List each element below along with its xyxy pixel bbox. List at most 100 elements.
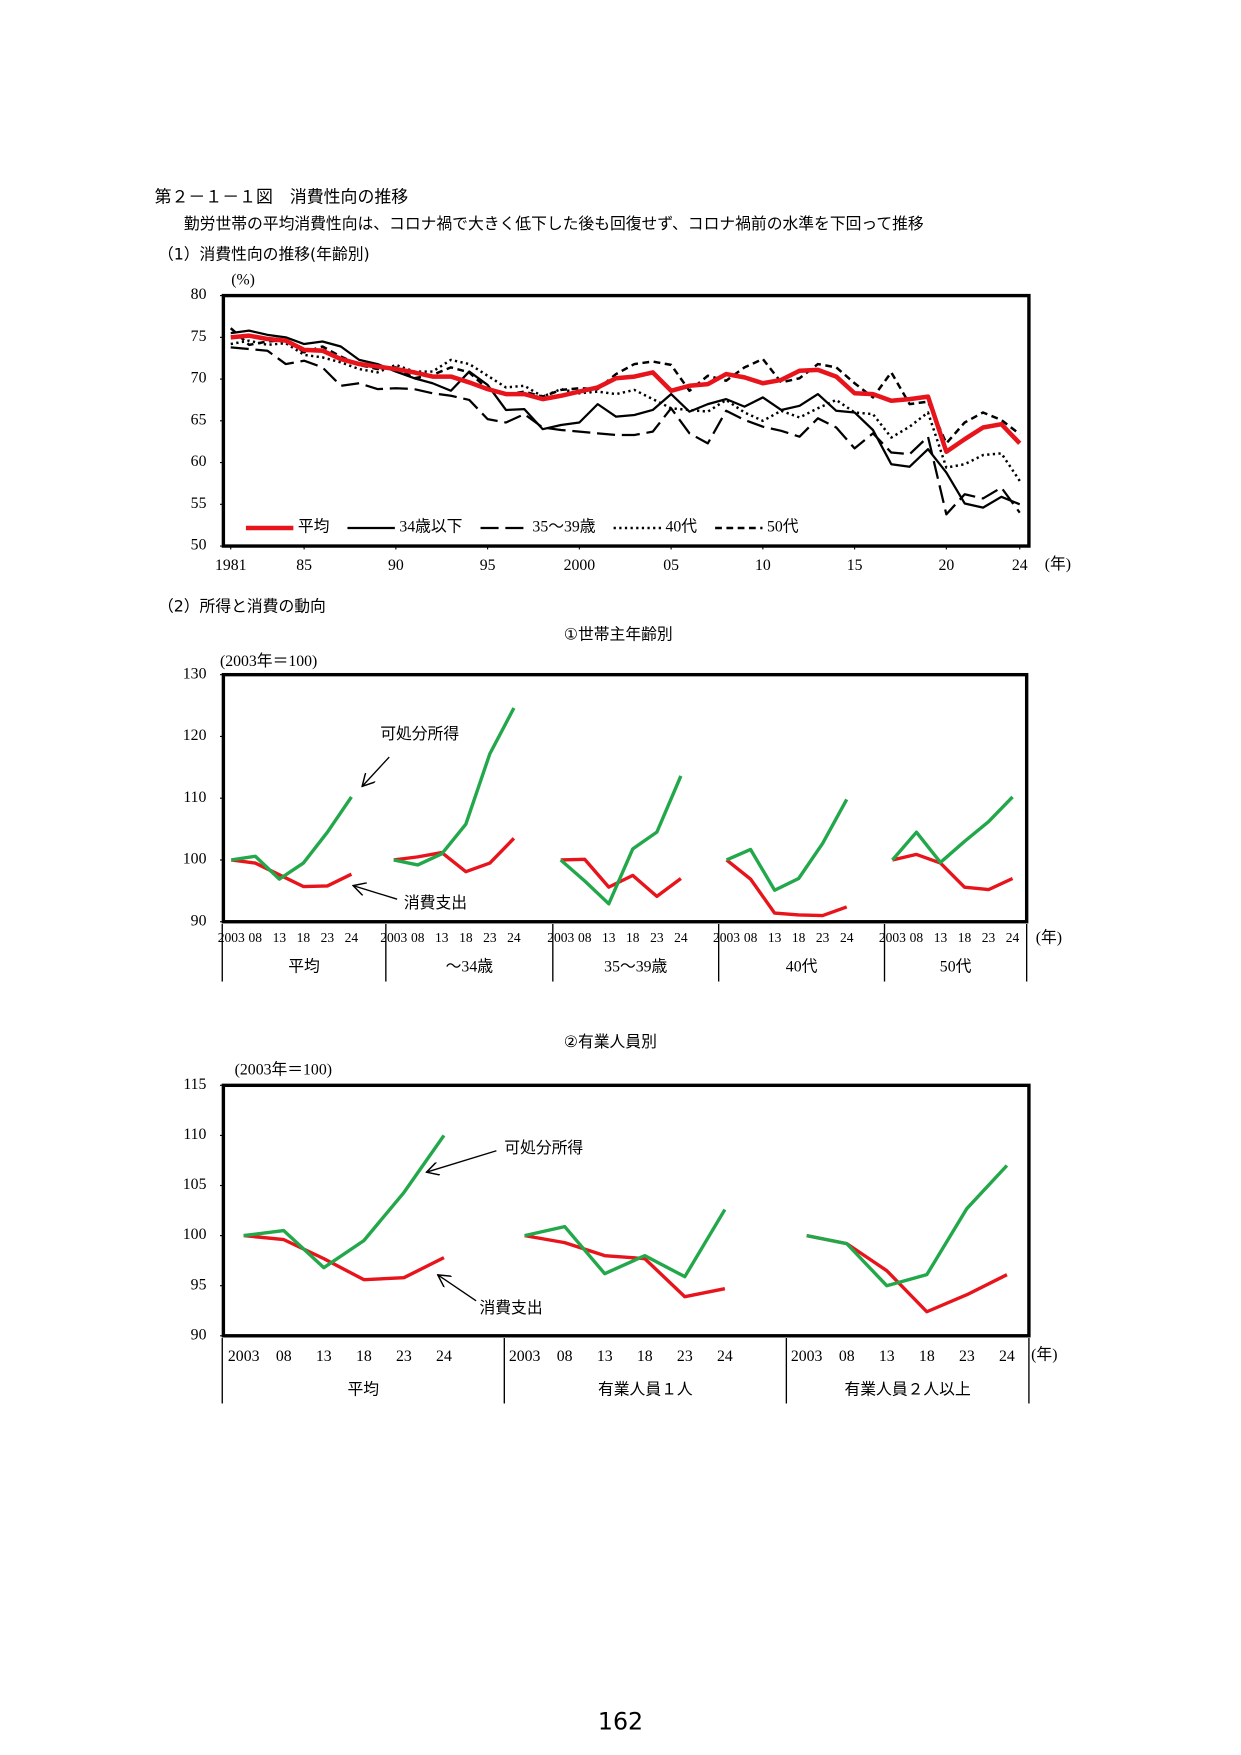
panel-label: 平均 [288,958,320,976]
x-tick-label: 24 [717,1348,733,1365]
plot-frame [221,672,1029,924]
x-tick-label: 2003 [713,930,740,945]
y-tick-label: 50 [191,537,207,554]
x-tick-label: 23 [483,930,497,945]
line-annotation: 可処分所得 [380,724,459,743]
x-tick-label: 08 [557,1348,573,1365]
x-tick-label: 18 [637,1348,653,1365]
x-tick-label: 18 [958,930,972,945]
x-axis-unit: (年) [1045,555,1071,573]
series-line [230,329,1021,509]
x-tick-label: 24 [674,930,688,945]
y-tick-label: 80 [191,286,207,303]
x-tick-label: 08 [839,1348,855,1365]
line-annotation: 可処分所得 [504,1138,583,1157]
annotation-arrow [426,1150,497,1172]
x-axis-unit: (年) [1036,928,1062,946]
plot-frame [221,293,1031,548]
panel-label: 有業人員２人以上 [845,1381,971,1399]
x-tick-label: 08 [744,930,758,945]
y-tick-label: 65 [191,411,207,428]
x-tick-label: 24 [1006,930,1020,945]
x-tick-label: 23 [650,930,664,945]
panel-label: 50代 [940,958,972,976]
x-tick-label: 18 [297,930,311,945]
series-line [230,339,1021,482]
section-heading: （1）消費性向の推移(年齢別) [158,244,370,263]
series-line [559,775,683,906]
legend-label: 平均 [298,518,330,536]
x-tick-label: 2003 [380,930,407,945]
x-tick-label: 13 [879,1348,895,1365]
x-tick-label: 23 [677,1348,693,1365]
x-tick-label: 1981 [215,557,247,574]
series-line [892,852,1014,892]
y-tick-label: 90 [191,1326,207,1343]
y-tick-label: 100 [183,1226,207,1243]
panel-label: ～34歳 [446,958,494,976]
x-tick-label: 13 [273,930,287,945]
x-tick-label: 23 [396,1348,412,1365]
y-axis-unit: (%) [231,272,255,289]
y-axis-unit: (2003年＝100) [220,652,317,670]
x-tick-label: 2000 [564,557,596,574]
x-tick-label: 08 [249,930,263,945]
panel-label: 平均 [347,1381,379,1399]
panel-label: 有業人員１人 [598,1381,693,1399]
series-line [806,1164,1009,1288]
annotation-arrow [438,1275,477,1302]
series-line [725,858,848,918]
x-tick-label: 24 [1012,557,1028,574]
y-axis-unit: (2003年＝100) [235,1060,332,1078]
y-tick-label: 70 [191,370,207,387]
series-line [806,1233,1008,1314]
x-tick-label: 13 [316,1348,332,1365]
annotation-arrow [362,756,390,786]
x-tick-label: 23 [959,1348,975,1365]
series-line [524,1233,726,1299]
x-tick-label: 18 [792,930,806,945]
line-annotation: 消費支出 [404,893,467,912]
series-line [725,798,849,892]
series-line [243,1233,445,1282]
x-tick-label: 08 [276,1348,292,1365]
x-tick-label: 24 [436,1348,452,1365]
y-tick-label: 130 [183,665,207,682]
x-tick-label: 2003 [218,930,245,945]
legend-label: 50代 [767,518,799,536]
x-axis-unit: (年) [1031,1346,1057,1364]
x-tick-label: 08 [411,930,425,945]
figure-subtitle: 勤労世帯の平均消費性向は、コロナ禍で大きく低下した後も回復せず、コロナ禍前の水準… [184,214,924,233]
x-tick-label: 05 [663,557,679,574]
y-tick-label: 105 [183,1176,207,1193]
x-tick-label: 08 [578,930,592,945]
x-tick-label: 08 [910,930,924,945]
x-tick-label: 18 [919,1348,935,1365]
x-tick-label: 18 [626,930,640,945]
x-tick-label: 2003 [547,930,574,945]
annotation-arrow [353,886,398,900]
x-tick-label: 2003 [879,930,906,945]
series-line [560,857,682,899]
x-tick-label: 13 [602,930,616,945]
x-tick-label: 24 [507,930,521,945]
y-tick-label: 115 [183,1076,206,1093]
y-tick-label: 110 [183,1126,206,1143]
chart-title: ②有業人員別 [564,1032,657,1051]
figure-title: 第２－１－１図 消費性向の推移 [155,186,409,206]
series-line [393,837,516,874]
page-number: 162 [598,1707,643,1735]
series-line [524,1208,727,1279]
panel-label: 35～39歳 [604,958,667,976]
x-tick-label: 2003 [509,1348,541,1365]
x-tick-label: 24 [840,930,854,945]
x-tick-label: 10 [755,557,771,574]
y-tick-label: 55 [191,495,207,512]
section-heading: （2）所得と消費の動向 [158,596,326,615]
legend-label: 40代 [666,518,698,536]
x-tick-label: 2003 [228,1348,260,1365]
y-tick-label: 95 [191,1276,207,1293]
